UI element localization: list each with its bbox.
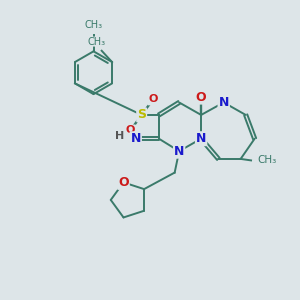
Text: O: O <box>196 91 206 103</box>
Text: CH₃: CH₃ <box>258 155 277 165</box>
Text: O: O <box>126 125 135 135</box>
Text: CH₃: CH₃ <box>85 20 103 30</box>
Text: N: N <box>196 132 206 145</box>
Text: H: H <box>115 131 124 141</box>
Text: N: N <box>130 132 141 145</box>
Text: N: N <box>218 96 229 109</box>
Text: S: S <box>137 108 146 122</box>
Text: N: N <box>174 145 184 158</box>
Text: O: O <box>148 94 158 104</box>
Text: O: O <box>118 176 129 189</box>
Text: CH₃: CH₃ <box>88 37 106 46</box>
